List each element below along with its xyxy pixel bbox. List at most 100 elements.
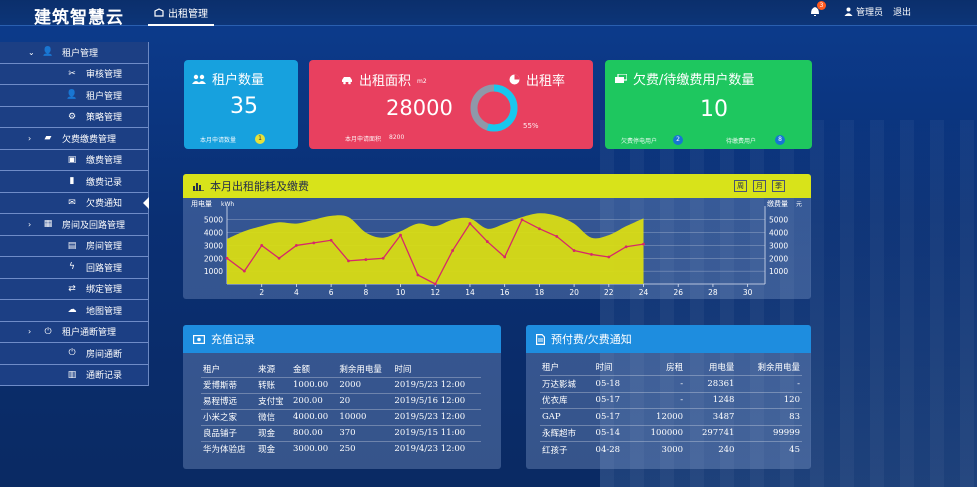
user-icon <box>844 7 853 16</box>
rent-rate-donut <box>470 84 518 132</box>
arrears-left-label: 欠费停电用户 <box>621 138 658 145</box>
user-label: 管理员 <box>855 7 883 18</box>
x-tick-label: 22 <box>604 288 614 297</box>
arrears-card: 欠费/待缴费用户数量 10 欠费停电用户 2 待缴费用户 8 <box>605 60 812 149</box>
table-cell: 370 <box>337 424 393 441</box>
sidebar-group[interactable]: ⌄ 👤 租户管理 <box>0 42 148 64</box>
table-row[interactable]: 良品铺子 现金 800.00 370 2019/5/15 11:00 <box>201 424 481 441</box>
sidebar-item[interactable]: ⚙ 策略管理 <box>0 107 148 128</box>
sidebar-group[interactable]: › ▦ 房间及回路管理 <box>0 214 148 236</box>
notification-bell[interactable]: 3 <box>808 1 826 18</box>
table-row[interactable]: 万达影城 05-18-28361- <box>540 375 802 392</box>
car-icon <box>342 76 352 84</box>
chat-icon: ✉ <box>68 197 76 208</box>
line-point <box>555 235 559 238</box>
line-point <box>451 249 455 252</box>
y-right-tick-label: 3000 <box>769 241 788 250</box>
sidebar-item[interactable]: 👤 租户管理 <box>0 85 148 107</box>
tenant-count-title-row: 租户数量 <box>192 69 264 88</box>
area-series <box>227 213 644 284</box>
sidebar-item-label: 欠费通知 <box>86 199 123 210</box>
notice-table: 租户 时间 房租 用电量 剩余用电量 万达影城 05-18-28361- 优衣库 05-17-… <box>540 359 802 458</box>
rent-area-card: 出租面积 m2 28000 本月申请面积 8200 出租率 55% <box>309 60 593 149</box>
table-row[interactable]: 小米之家 微信 4000.00 10000 2019/5/23 12:00 <box>201 408 481 425</box>
x-tick-label: 30 <box>743 288 753 297</box>
table-cell: 120 <box>736 391 802 409</box>
notice-title: 预付费/欠费通知 <box>551 333 632 346</box>
sidebar-group[interactable]: › ⏻ 租户通断管理 <box>0 322 148 343</box>
sidebar-item[interactable]: ✂ 审核管理 <box>0 64 148 85</box>
sidebar: ⌄ 👤 租户管理 ✂ 审核管理 👤 租户管理 ⚙ 策略管理 › ▰ 欠费缴费管理 ▣ 缴费管理 ▮ 缴费记录 ✉… <box>0 42 149 386</box>
y-left-tick-label: 3000 <box>204 241 223 250</box>
line-point <box>607 255 611 259</box>
table-row[interactable]: 易程博远 支付宝 200.00 20 2019/5/16 12:00 <box>201 392 481 409</box>
sidebar-item-label: 房间管理 <box>86 242 123 253</box>
table-row[interactable]: 华为体验店 现金 3000.00 250 2019/4/23 12:00 <box>201 440 481 457</box>
user-menu[interactable]: 管理员 <box>844 5 883 18</box>
table-cell: GAP <box>540 408 594 425</box>
period-month-button[interactable]: 月 <box>753 180 766 192</box>
line-point <box>537 227 541 231</box>
sidebar-item[interactable]: ⇄ 绑定管理 <box>0 279 148 300</box>
user-icon: 👤 <box>42 47 54 58</box>
clipboard-icon: ▮ <box>69 176 75 187</box>
sidebar-item-label: 租户管理 <box>86 91 123 102</box>
x-tick-label: 28 <box>708 288 718 297</box>
table-cell: 05-17 <box>593 408 634 425</box>
sidebar-item-label: 缴费管理 <box>86 156 123 167</box>
energy-chart-panel: 本月出租能耗及缴费 周 月 季 1000 1000 2000 2000 3000 3000… <box>183 174 811 299</box>
rent-area-title: 出租面积 <box>359 74 412 89</box>
column-header: 房租 <box>666 363 684 373</box>
sidebar-group[interactable]: › ▰ 欠费缴费管理 <box>0 128 148 150</box>
table-row[interactable]: 永辉超市 05-14 100000 297741 99999 <box>540 424 802 442</box>
tab-rent-management[interactable]: 出租管理 <box>148 0 214 26</box>
table-cell: 297741 <box>685 424 737 442</box>
line-point <box>485 240 489 243</box>
building-icon: ▦ <box>43 219 53 230</box>
sidebar-item[interactable]: ▤ 房间管理 <box>0 236 148 257</box>
bolt-icon: ϟ <box>69 262 75 273</box>
table-row[interactable]: 爱博斯蒂 转账 1000.00 2000 2019/5/23 12:00 <box>201 376 481 393</box>
y-right-axis-title: 缴费量 <box>767 199 788 208</box>
period-week-button[interactable]: 周 <box>734 180 747 192</box>
sidebar-item[interactable]: ▮ 缴费记录 <box>0 171 148 193</box>
sidebar-item-label: 回路管理 <box>86 263 123 274</box>
table-cell: 12000 <box>633 408 686 425</box>
sidebar-item-label: 地图管理 <box>86 306 123 317</box>
x-tick-label: 24 <box>639 288 649 297</box>
table-cell: 2000 <box>337 376 393 393</box>
table-cell: 2019/5/23 12:00 <box>392 376 481 393</box>
table-cell: 1000.00 <box>291 376 338 393</box>
sidebar-item[interactable]: ⏻ 房间通断 <box>0 343 148 365</box>
table-cell: 99999 <box>736 424 802 442</box>
sidebar-item[interactable]: ▣ 缴费管理 <box>0 150 148 171</box>
sidebar-item-label: 绑定管理 <box>86 285 123 296</box>
exchange-icon: ⇄ <box>68 283 76 294</box>
table-row[interactable]: 红孩子 04-28 3000 240 45 <box>540 441 802 458</box>
sidebar-item[interactable]: ϟ 回路管理 <box>0 257 148 279</box>
sidebar-item-label: 通断记录 <box>86 371 123 382</box>
table-cell: 45 <box>736 441 802 458</box>
table-row[interactable]: 优衣库 05-17-1248 120 <box>540 391 802 409</box>
line-point <box>364 258 368 261</box>
period-quarter-button[interactable]: 季 <box>772 180 785 192</box>
sidebar-item[interactable]: ☁ 地图管理 <box>0 300 148 322</box>
table-cell: - <box>633 375 686 392</box>
map-icon: ☁ <box>67 305 77 316</box>
table-row[interactable]: GAP 05-17 12000 3487 83 <box>540 408 802 425</box>
chevron-down-icon: ⌄ <box>28 47 35 57</box>
sidebar-item-label: 审核管理 <box>86 70 123 81</box>
y-left-tick-label: 1000 <box>204 267 223 276</box>
x-tick-label: 6 <box>329 288 334 297</box>
logout-link[interactable]: 退出 <box>892 7 911 18</box>
line-point <box>468 222 472 225</box>
money-icon: ▰ <box>44 133 52 144</box>
sidebar-item[interactable]: ✉ 欠费通知 <box>0 193 148 214</box>
column-header: 来源 <box>258 364 276 375</box>
x-tick-label: 4 <box>294 288 299 297</box>
sidebar-item[interactable]: ▥ 通断记录 <box>0 365 148 386</box>
table-cell: - <box>736 375 802 392</box>
line-point <box>503 255 507 259</box>
power-icon: ⏻ <box>44 326 52 337</box>
rent-area-title-row: 出租面积 m2 <box>341 70 427 89</box>
